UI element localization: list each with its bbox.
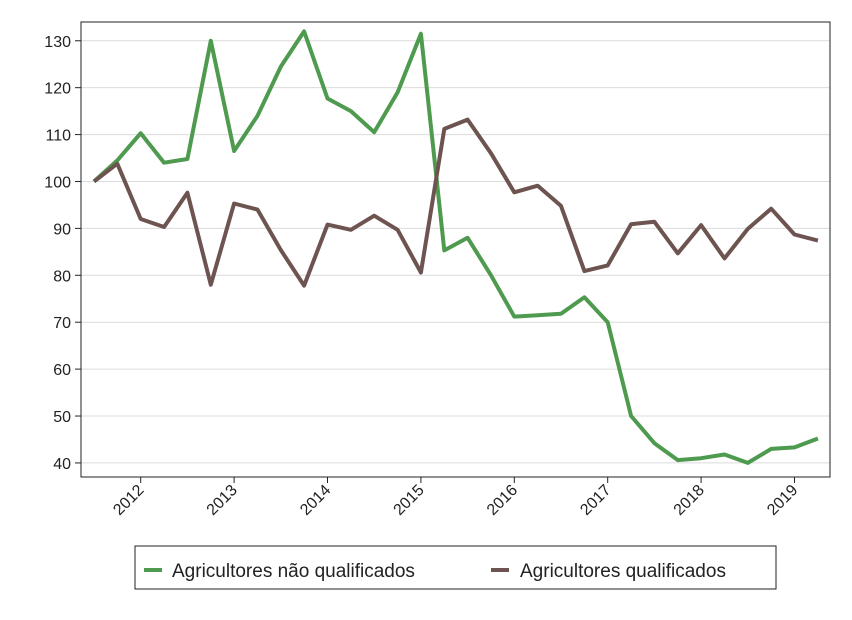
x-tick-label: 2017: [577, 482, 614, 519]
y-tick-label: 80: [53, 268, 71, 285]
legend-box: [134, 545, 777, 590]
y-tick-label: 70: [53, 315, 71, 332]
legend-label-agricultores-qualificados: Agricultores qualificados: [520, 561, 726, 582]
y-tick-label: 60: [53, 362, 71, 379]
gridlines: [81, 40, 830, 464]
y-tick-label: 100: [44, 174, 71, 191]
series-line-agricultores-qualificados: [92, 117, 819, 288]
y-tick-label: 50: [53, 409, 71, 426]
series-lines: [92, 29, 819, 465]
y-tick-label: 120: [44, 81, 71, 98]
y-tick-label: 40: [53, 456, 71, 473]
legend-label-agricultores-nao-qualificados: Agricultores não qualificados: [172, 561, 415, 582]
x-tick-label: 2012: [110, 482, 147, 519]
y-tick-label: 110: [45, 128, 71, 145]
x-tick-label: 2019: [764, 482, 801, 519]
legend: Agricultores não qualificados Agricultor…: [134, 545, 777, 590]
series-line-agricultores-nao-qualificados: [92, 29, 819, 465]
x-tick-label: 2018: [671, 482, 708, 519]
x-axis: 2012 2013 2014 2015 2016 2017 2018 2019: [110, 477, 801, 519]
y-axis: 40 50 60 70 80 90 100 110 120 130: [44, 34, 81, 473]
y-tick-label: 90: [53, 221, 71, 238]
plot-frame: [80, 21, 831, 478]
y-tick-label: 130: [44, 34, 71, 51]
x-tick-label: 2013: [204, 482, 241, 519]
x-tick-label: 2014: [297, 482, 334, 519]
x-tick-label: 2016: [484, 482, 521, 519]
x-tick-label: 2015: [391, 482, 428, 519]
